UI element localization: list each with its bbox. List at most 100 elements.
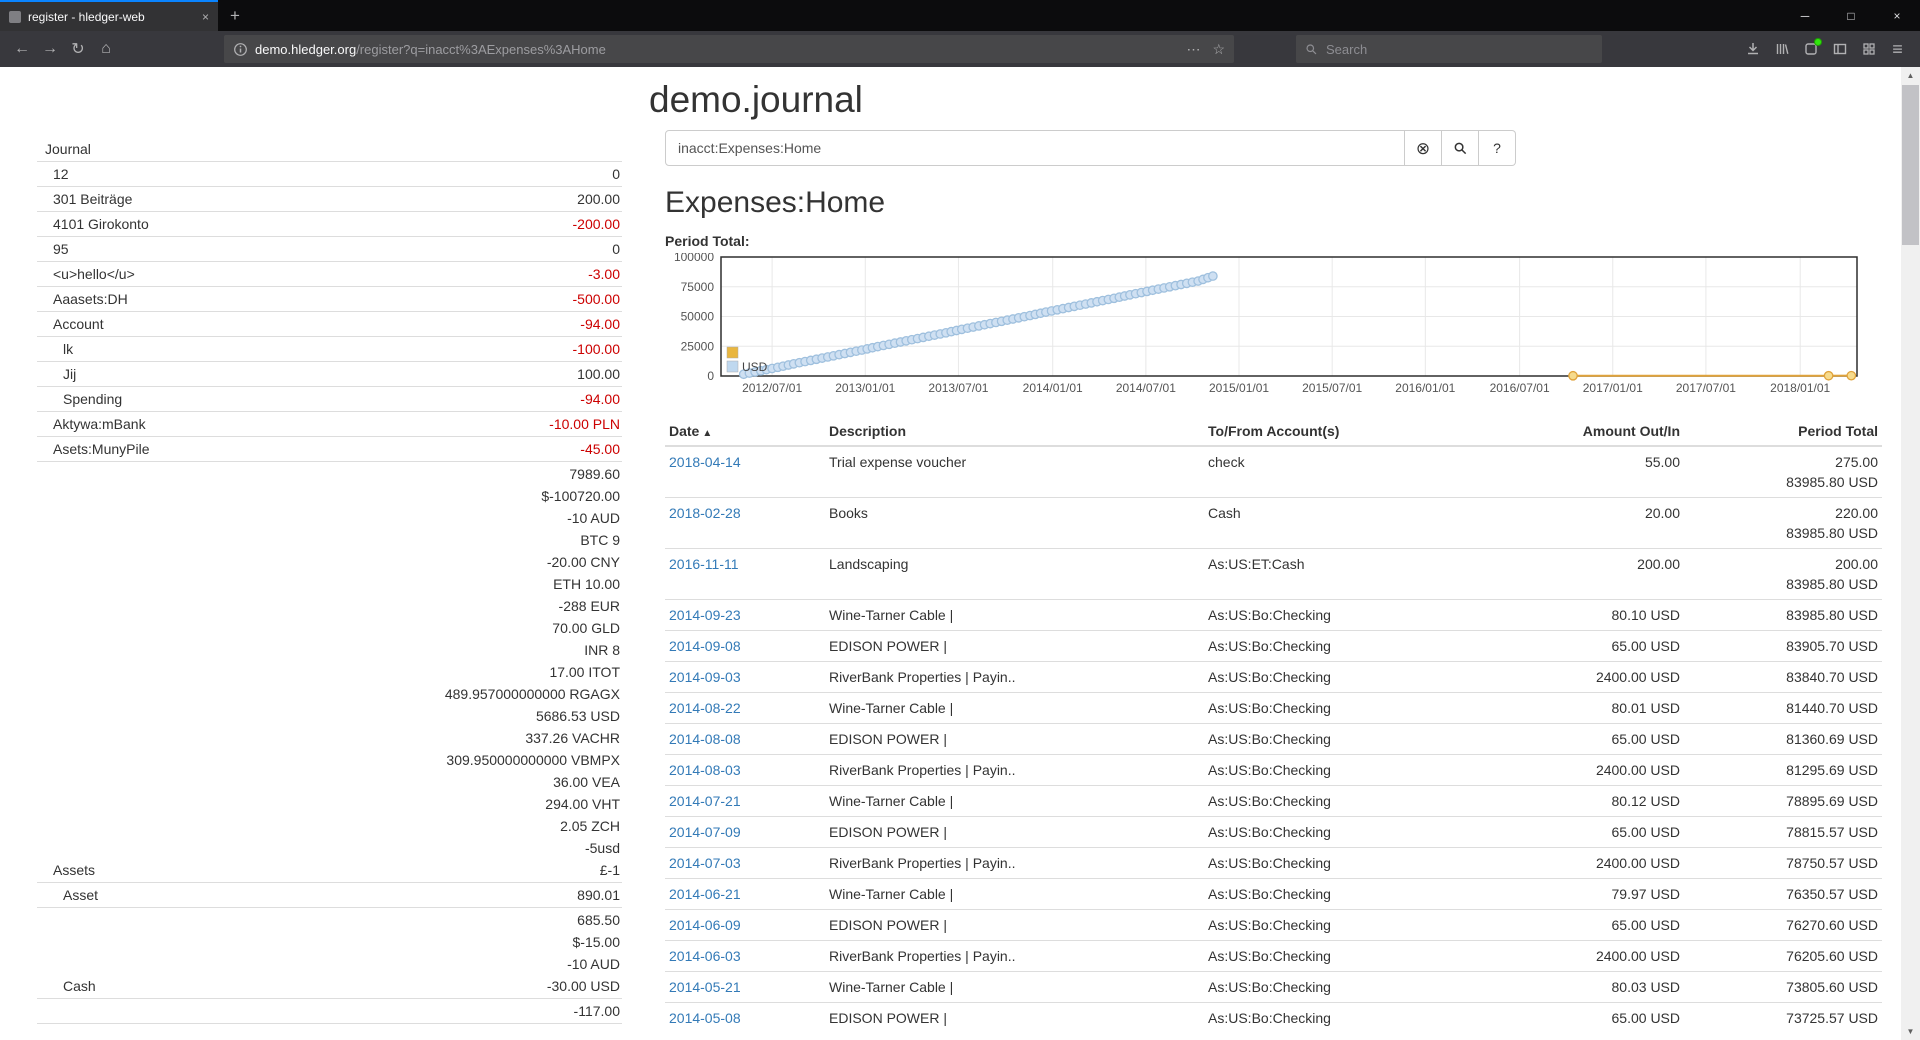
register-account: As:US:Bo:Checking (1204, 1002, 1504, 1033)
register-account: As:US:Bo:Checking (1204, 785, 1504, 817)
page-actions-icon[interactable]: ⋯ (1186, 40, 1201, 57)
register-date-link[interactable]: 2014-07-03 (669, 855, 741, 871)
column-header[interactable]: Date ▲ (665, 417, 825, 447)
downloads-icon[interactable] (1738, 35, 1767, 63)
scrollbar-thumb[interactable] (1902, 85, 1919, 245)
register-date-link[interactable]: 2014-08-08 (669, 731, 741, 747)
register-row: 2014-08-22 Wine-Tarner Cable | As:US:Bo:Ch… (665, 692, 1882, 724)
url-domain: demo.hledger.org (255, 41, 357, 57)
sidebar: Journal 12 0 301 Beiträge 200.00 4101 Girokon… (37, 137, 622, 1024)
register-row: 2016-11-11 Landscaping As:US:ET:Cash 200.00… (665, 548, 1882, 600)
sidebar-account-balance: -500.00 (572, 291, 620, 307)
home-button[interactable]: ⌂ (101, 40, 111, 57)
clear-query-button[interactable]: ⊗ (1405, 130, 1442, 166)
register-date-link[interactable]: 2014-08-03 (669, 762, 741, 778)
page-scrollbar[interactable]: ▲ ▼ (1901, 67, 1920, 1040)
register-date-link[interactable]: 2014-09-23 (669, 607, 741, 623)
scrollbar-up-icon[interactable]: ▲ (1906, 71, 1915, 80)
sidebar-account-balance: 0 (612, 166, 620, 182)
library-icon[interactable] (1767, 35, 1796, 63)
register-date-link[interactable]: 2014-05-21 (669, 979, 741, 995)
window-minimize-button[interactable]: ─ (1800, 8, 1810, 23)
bookmark-star-icon[interactable]: ☆ (1212, 40, 1225, 57)
register-date-link[interactable]: 2016-11-11 (669, 556, 739, 572)
register-description: Wine-Tarner Cable | (825, 878, 1204, 910)
sidebar-account-link[interactable]: <u>hello</u> (53, 266, 135, 282)
register-row: 2014-08-03 RiverBank Properties | Payin..… (665, 754, 1882, 786)
register-period-total: 220.00 83985.80 USD (1684, 497, 1882, 549)
sidebar-account-link[interactable]: lk (63, 341, 74, 357)
help-button[interactable]: ? (1479, 130, 1516, 166)
register-date-link[interactable]: 2014-06-21 (669, 886, 741, 902)
sidebar-account-link[interactable]: Aktywa:mBank (53, 416, 146, 432)
sidebar-account-balance: -100.00 (572, 341, 620, 357)
register-date-link[interactable]: 2014-05-08 (669, 1010, 741, 1026)
sidebar-account-link[interactable]: Asset (63, 887, 99, 903)
register-period-total: 73805.60 USD (1684, 971, 1882, 1003)
svg-text:2015/01/01: 2015/01/01 (1209, 381, 1269, 395)
extension-icon[interactable] (1796, 35, 1825, 63)
sidebars-icon[interactable] (1825, 35, 1854, 63)
browser-tab[interactable]: register - hledger-web × (0, 0, 218, 31)
svg-text:50000: 50000 (681, 310, 715, 324)
register-description: RiverBank Properties | Payin.. (825, 940, 1204, 972)
register-date-link[interactable]: 2014-06-03 (669, 948, 741, 964)
sidebar-account-balance: 0 (612, 241, 620, 257)
search-form: ⊗ ? (665, 130, 1516, 166)
register-account: As:US:Bo:Checking (1204, 599, 1504, 631)
navigation-toolbar: ← → ↻ ⌂ demo.hledger.org/register?q=inac… (0, 31, 1920, 67)
grid-icon[interactable] (1854, 35, 1883, 63)
sidebar-account-link[interactable]: 301 Beiträge (53, 191, 133, 207)
svg-text:2017/07/01: 2017/07/01 (1676, 381, 1736, 395)
sidebar-rows: Journal 12 0 301 Beiträge 200.00 4101 Girokon… (37, 137, 622, 1024)
register-row: 2014-07-09 EDISON POWER | As:US:Bo:Checkin… (665, 816, 1882, 848)
register-account: As:US:Bo:Checking (1204, 661, 1504, 693)
sidebar-account-link[interactable]: 4101 Girokonto (53, 216, 149, 232)
balance-chart[interactable]: 0 25000 50000 75000 100000 2012/07/01 2013/01/… (665, 253, 1880, 418)
sidebar-account-link[interactable]: Account (53, 316, 104, 332)
sidebar-account-link[interactable]: Cash (63, 978, 96, 994)
svg-text:2016/07/01: 2016/07/01 (1490, 381, 1550, 395)
reload-button[interactable]: ↻ (71, 41, 85, 58)
sidebar-account-link[interactable]: Spending (63, 391, 123, 407)
toolbar-icons: ≡ (1738, 35, 1912, 63)
register-date-link[interactable]: 2014-08-22 (669, 700, 741, 716)
back-button[interactable]: ← (14, 40, 30, 57)
url-bar[interactable]: demo.hledger.org/register?q=inacct%3AExp… (224, 35, 1234, 63)
register-account: As:US:Bo:Checking (1204, 971, 1504, 1003)
browser-search-bar[interactable]: Search (1296, 35, 1602, 63)
sidebar-account-link[interactable]: Assets (53, 862, 96, 878)
svg-text:USD: USD (742, 360, 768, 374)
sidebar-account-link[interactable]: Jij (63, 366, 77, 382)
search-button[interactable] (1442, 130, 1479, 166)
register-description: RiverBank Properties | Payin.. (825, 847, 1204, 879)
register-date-link[interactable]: 2014-06-09 (669, 917, 741, 933)
forward-button[interactable]: → (42, 40, 58, 57)
register-description: Wine-Tarner Cable | (825, 971, 1204, 1003)
register-period-total: 81440.70 USD (1684, 692, 1882, 724)
register-row: 2014-06-03 RiverBank Properties | Payin..… (665, 940, 1882, 972)
new-tab-button[interactable]: + (230, 5, 240, 25)
register-date-link[interactable]: 2018-02-28 (669, 505, 741, 521)
sidebar-account-link[interactable]: Aaasets:DH (53, 291, 128, 307)
register-date-link[interactable]: 2014-07-09 (669, 824, 741, 840)
sidebar-account-link[interactable]: Asets:MunyPile (53, 441, 150, 457)
sidebar-account-link[interactable]: Journal (45, 141, 91, 157)
window-close-button[interactable]: × (1893, 8, 1901, 23)
sidebar-account-link[interactable]: 95 (53, 241, 69, 257)
query-input[interactable] (665, 130, 1405, 166)
register-date-link[interactable]: 2014-09-08 (669, 638, 741, 654)
sidebar-account-link[interactable]: 12 (53, 166, 69, 182)
scrollbar-down-icon[interactable]: ▼ (1906, 1027, 1915, 1036)
tab-close-icon[interactable]: × (201, 9, 209, 24)
register-date-link[interactable]: 2014-07-21 (669, 793, 741, 809)
register-date-link[interactable]: 2014-09-03 (669, 669, 741, 685)
register-date-link[interactable]: 2018-04-14 (669, 454, 741, 470)
svg-text:100000: 100000 (674, 253, 714, 264)
menu-icon[interactable]: ≡ (1892, 38, 1903, 59)
site-info-icon[interactable] (233, 42, 248, 57)
register-description: Wine-Tarner Cable | (825, 785, 1204, 817)
register-amount: 65.00 USD (1504, 630, 1684, 662)
window-maximize-button[interactable]: □ (1847, 8, 1855, 23)
sidebar-row: 4101 Girokonto -200.00 (37, 212, 622, 237)
